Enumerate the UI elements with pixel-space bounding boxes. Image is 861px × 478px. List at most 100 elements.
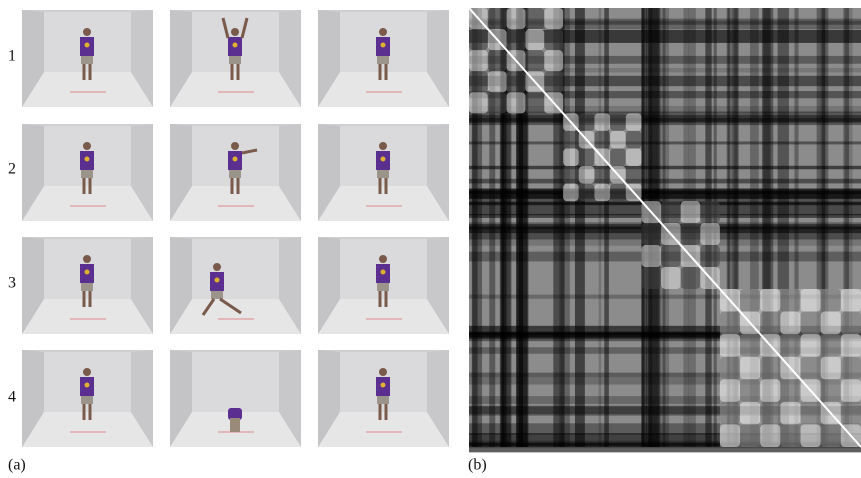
matrix-block bbox=[525, 8, 544, 29]
matrix-block bbox=[507, 92, 526, 113]
matrix-block bbox=[661, 245, 681, 267]
matrix-block bbox=[469, 71, 488, 92]
matrix-block bbox=[579, 184, 595, 202]
matrix-block bbox=[661, 267, 681, 289]
matrix-block bbox=[661, 201, 681, 223]
shirt-logo bbox=[85, 270, 90, 275]
matrix-block bbox=[563, 166, 579, 184]
floor bbox=[170, 72, 301, 107]
shirt-logo bbox=[233, 43, 238, 48]
row-label: 1 bbox=[8, 48, 16, 65]
person-shorts bbox=[229, 170, 241, 178]
floor bbox=[318, 186, 449, 221]
person-shorts bbox=[377, 56, 389, 64]
person-shorts bbox=[229, 56, 241, 64]
floor bbox=[170, 186, 301, 221]
person-head bbox=[379, 28, 387, 36]
person-shorts bbox=[81, 56, 93, 64]
matrix-block bbox=[469, 92, 488, 113]
matrix-block bbox=[641, 267, 661, 289]
figure: 1 2 3 4 (a) (b) bbox=[0, 0, 861, 478]
matrix-block bbox=[507, 8, 526, 29]
floor bbox=[170, 299, 301, 334]
matrix-block bbox=[488, 50, 507, 71]
person-shorts bbox=[211, 291, 223, 299]
matrix-block bbox=[700, 223, 720, 245]
matrix-block bbox=[507, 29, 526, 50]
matrix-block bbox=[641, 245, 661, 267]
matrix-block bbox=[488, 8, 507, 29]
matrix-block bbox=[579, 113, 595, 131]
matrix-block bbox=[469, 50, 488, 71]
shirt-logo bbox=[381, 383, 386, 388]
person-shorts bbox=[377, 283, 389, 291]
photo bbox=[318, 10, 449, 107]
floor bbox=[318, 299, 449, 334]
matrix-block bbox=[700, 201, 720, 223]
matrix-block bbox=[681, 223, 701, 245]
matrix-block bbox=[681, 201, 701, 223]
matrix-block bbox=[579, 148, 595, 166]
person-shorts bbox=[81, 396, 93, 404]
person-head bbox=[83, 28, 91, 36]
back-wall bbox=[192, 352, 279, 412]
matrix-block bbox=[594, 184, 610, 202]
matrix-block bbox=[544, 8, 563, 29]
person-shorts bbox=[81, 170, 93, 178]
floor bbox=[318, 72, 449, 107]
similarity-matrix bbox=[469, 8, 861, 453]
person-head bbox=[231, 28, 239, 36]
person-shorts bbox=[81, 283, 93, 291]
person-head bbox=[83, 368, 91, 376]
person-shorts bbox=[377, 170, 389, 178]
row-label: 4 bbox=[8, 389, 16, 406]
person-head bbox=[379, 142, 387, 150]
matrix-block bbox=[563, 131, 579, 149]
shirt-logo bbox=[215, 278, 220, 283]
shirt-logo bbox=[381, 157, 386, 162]
matrix-block bbox=[594, 131, 610, 149]
matrix-block bbox=[610, 131, 626, 149]
photo bbox=[22, 124, 153, 221]
matrix-block bbox=[563, 184, 579, 202]
floor bbox=[22, 72, 153, 107]
matrix-block bbox=[563, 148, 579, 166]
matrix-block bbox=[681, 267, 701, 289]
matrix-block bbox=[488, 92, 507, 113]
matrix-block bbox=[544, 71, 563, 92]
person-head bbox=[213, 263, 221, 271]
shirt-logo bbox=[85, 383, 90, 388]
person-head bbox=[83, 255, 91, 263]
shirt-logo bbox=[233, 157, 238, 162]
floor bbox=[22, 299, 153, 334]
matrix-block bbox=[544, 50, 563, 71]
photo bbox=[22, 350, 153, 447]
matrix-block bbox=[700, 245, 720, 267]
shirt-logo bbox=[85, 43, 90, 48]
photo bbox=[170, 237, 301, 334]
person-head bbox=[83, 142, 91, 150]
photo-grid bbox=[22, 10, 449, 447]
floor bbox=[318, 412, 449, 447]
matrix-block bbox=[525, 50, 544, 71]
matrix-block bbox=[525, 29, 544, 50]
matrix-block bbox=[594, 113, 610, 131]
panel-label: (a) bbox=[8, 457, 26, 474]
matrix-block bbox=[488, 71, 507, 92]
matrix-block bbox=[610, 148, 626, 166]
photo bbox=[22, 10, 153, 107]
matrix-block bbox=[626, 113, 642, 131]
matrix-block bbox=[626, 148, 642, 166]
person-head bbox=[379, 368, 387, 376]
person-head bbox=[231, 142, 239, 150]
photo bbox=[318, 124, 449, 221]
person-legs bbox=[230, 418, 240, 432]
matrix-block bbox=[641, 223, 661, 245]
row-label: 2 bbox=[8, 161, 16, 178]
matrix-block bbox=[469, 29, 488, 50]
photo bbox=[318, 237, 449, 334]
photo bbox=[170, 350, 301, 447]
row-label: 3 bbox=[8, 275, 16, 292]
matrix-block bbox=[610, 113, 626, 131]
person-shorts bbox=[377, 396, 389, 404]
